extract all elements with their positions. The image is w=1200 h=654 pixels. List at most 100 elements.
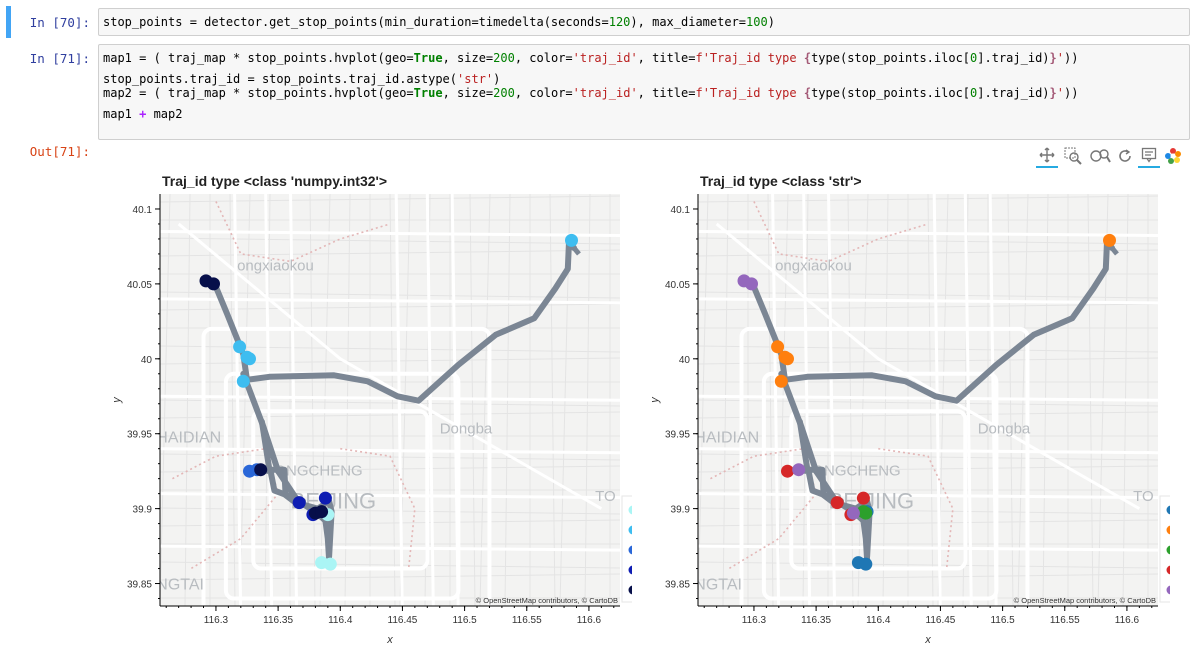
code-cell-71[interactable]: In [71]: map1 = ( traj_map * stop_points… (0, 42, 1200, 142)
place-label: HAIDIAN (694, 430, 759, 447)
legend-marker[interactable] (1166, 525, 1171, 535)
map-attribution: © OpenStreetMap contributors, © CartoDB (476, 596, 618, 605)
y-axis-label: y (111, 396, 123, 404)
pan-icon[interactable] (1036, 144, 1058, 168)
y-tick-label: 39.85 (127, 580, 152, 591)
code-line: stop_points.traj_id = stop_points.traj_i… (103, 72, 501, 86)
bokeh-logo-icon[interactable] (1162, 144, 1184, 168)
code-line: map1 + map2 (103, 107, 183, 121)
y-tick-label: 39.9 (671, 505, 691, 516)
stop-point[interactable] (236, 374, 250, 388)
hover-icon[interactable] (1138, 144, 1160, 168)
input-prompt: In [70]: (29, 15, 90, 30)
input-prompt: In [71]: (29, 51, 90, 66)
reset-icon[interactable] (1114, 144, 1136, 168)
stop-point[interactable] (781, 352, 794, 366)
x-tick-label: 116.6 (1115, 615, 1140, 626)
x-tick-label: 116.4 (328, 615, 353, 626)
place-label: TO (1133, 488, 1154, 505)
x-tick-label: 116.45 (388, 615, 418, 626)
stop-point[interactable] (830, 496, 844, 510)
y-tick-label: 40.05 (127, 280, 152, 291)
map-attribution: © OpenStreetMap contributors, © CartoDB (1014, 596, 1156, 605)
output-prompt: Out[71]: (29, 144, 90, 159)
legend-marker[interactable] (1166, 585, 1171, 595)
x-tick-label: 116.35 (263, 615, 293, 626)
cell-selection-bar (6, 6, 11, 38)
legend-marker[interactable] (1166, 545, 1171, 555)
legend-marker[interactable] (628, 525, 633, 535)
x-tick-label: 116.45 (926, 615, 956, 626)
legend-marker[interactable] (1166, 505, 1171, 515)
stop-point[interactable] (254, 463, 268, 477)
y-tick-label: 39.85 (665, 580, 690, 591)
x-tick-label: 116.6 (577, 615, 602, 626)
y-tick-label: 39.95 (127, 430, 152, 441)
x-axis-label: x (924, 634, 931, 646)
legend-marker[interactable] (628, 505, 633, 515)
stop-point[interactable] (1103, 233, 1116, 247)
stop-point[interactable] (771, 340, 785, 354)
legend-marker[interactable] (1166, 565, 1171, 575)
legend-marker[interactable] (628, 585, 633, 595)
x-tick-label: 116.5 (452, 615, 477, 626)
place-label: NGTAI (694, 577, 742, 594)
y-tick-label: 39.9 (133, 505, 153, 516)
code-editor[interactable]: map1 = ( traj_map * stop_points.hvplot(g… (98, 44, 1190, 140)
place-label: HAIDIAN (156, 430, 221, 447)
box-zoom-icon[interactable] (1062, 144, 1084, 168)
stop-point[interactable] (318, 491, 332, 505)
y-tick-label: 40.1 (671, 205, 691, 216)
stop-point[interactable] (856, 491, 870, 505)
legend: 12345 (1159, 495, 1171, 603)
stop-point[interactable] (323, 557, 337, 571)
y-tick-label: 40 (679, 355, 691, 366)
code-cell-70[interactable]: In [70]: stop_points = detector.get_stop… (0, 6, 1200, 38)
x-tick-label: 116.3 (742, 615, 767, 626)
stop-point[interactable] (774, 374, 788, 388)
place-label: ONGCHENG (812, 463, 900, 480)
y-tick-label: 40.05 (665, 280, 690, 291)
plot-toolbar (1034, 144, 1194, 168)
code-editor[interactable]: stop_points = detector.get_stop_points(m… (98, 8, 1190, 36)
y-axis-label: y (649, 396, 661, 404)
place-label: Dongba (978, 421, 1031, 438)
place-label: Dongba (440, 421, 493, 438)
stop-point[interactable] (207, 277, 220, 291)
x-tick-label: 116.4 (866, 615, 891, 626)
x-axis-label: x (386, 634, 393, 646)
legend-marker[interactable] (628, 545, 633, 555)
stop-point[interactable] (745, 277, 758, 291)
map-plot-2[interactable]: Traj_id type <class 'str'> ongxiaokou HAID… (638, 166, 1170, 652)
y-tick-label: 39.95 (665, 430, 690, 441)
stop-point[interactable] (315, 505, 329, 519)
y-tick-label: 40 (141, 355, 153, 366)
y-tick-label: 40.1 (133, 205, 153, 216)
stop-point[interactable] (292, 496, 306, 510)
x-tick-label: 116.55 (512, 615, 542, 626)
stop-point[interactable] (859, 506, 873, 520)
place-label: ongxiaokou (775, 257, 852, 274)
stop-point[interactable] (859, 557, 873, 571)
place-label: ONGCHENG (274, 463, 362, 480)
place-label: NGTAI (156, 577, 204, 594)
stop-point[interactable] (846, 506, 860, 520)
code-line: map2 = ( traj_map * stop_points.hvplot(g… (103, 86, 1079, 100)
stop-point[interactable] (781, 464, 794, 478)
legend-marker[interactable] (628, 565, 633, 575)
legend: 12345 (621, 495, 633, 603)
stop-point[interactable] (565, 233, 578, 247)
trajectory-line (778, 370, 871, 563)
trajectory-line (240, 370, 333, 563)
stop-point[interactable] (792, 463, 806, 477)
stop-point[interactable] (243, 352, 256, 366)
x-tick-label: 116.3 (204, 615, 229, 626)
stop-point[interactable] (233, 340, 247, 354)
x-tick-label: 116.5 (990, 615, 1015, 626)
map-tiles: ongxiaokouHAIDIANDongbaONGCHENGBEIJINGNG… (156, 194, 620, 606)
plot-title: Traj_id type <class 'str'> (700, 173, 862, 189)
map-plot-1[interactable]: Traj_id type <class 'numpy.int32'> ongxia… (100, 166, 632, 652)
x-tick-label: 116.35 (801, 615, 831, 626)
wheel-zoom-icon[interactable] (1088, 144, 1114, 168)
place-label: TO (595, 488, 616, 505)
